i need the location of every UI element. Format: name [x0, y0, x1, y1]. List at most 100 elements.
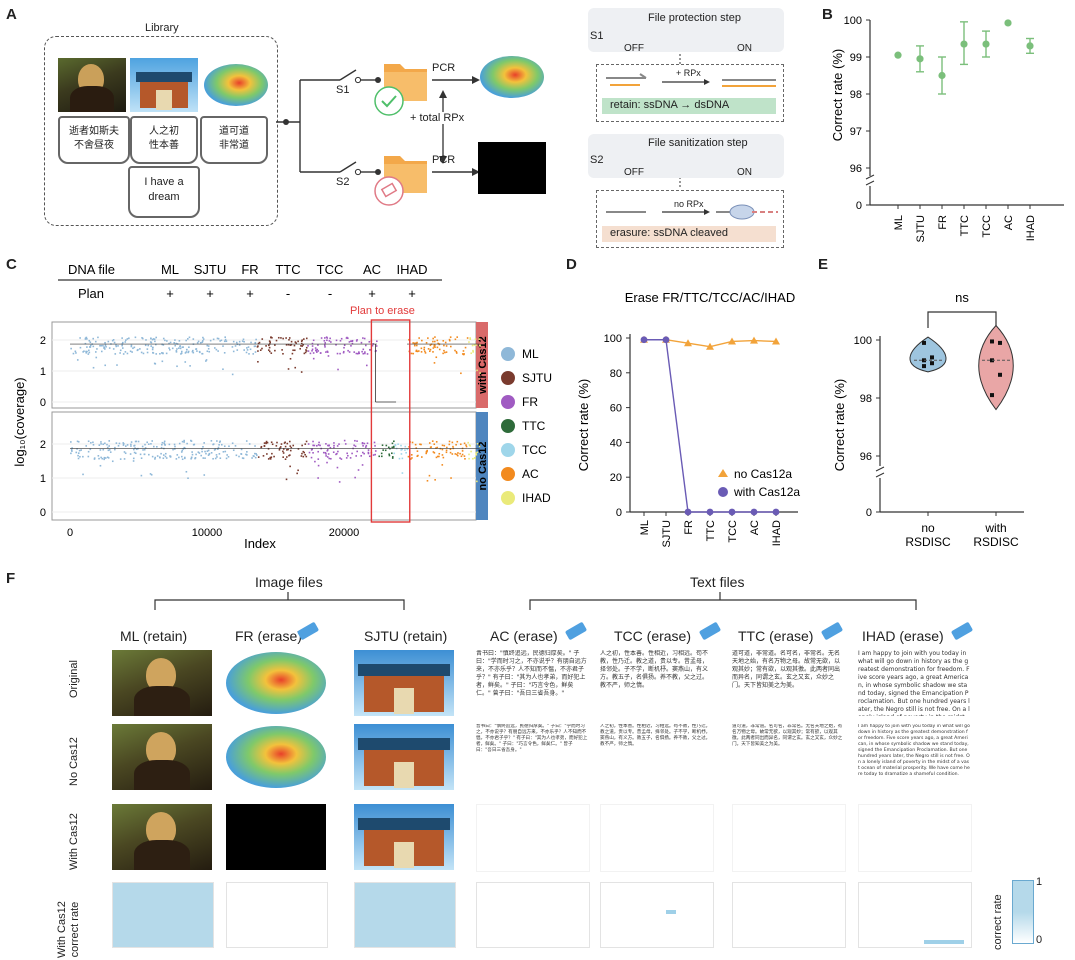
scatter-point	[381, 455, 383, 458]
text-thumb-text_tcc-row-0: 人之初，性本善。性相近，习相远。苟不教，性乃迁。教之道，贵以专。昔孟母，择邻处。…	[600, 650, 712, 716]
data-point	[982, 40, 990, 48]
scatter-point	[236, 349, 239, 351]
y-tick-label: 2	[40, 335, 46, 347]
scatter-point	[256, 454, 258, 456]
scatter-point	[148, 443, 150, 445]
scatter-point	[287, 343, 290, 346]
scatter-point	[436, 339, 439, 342]
scatter-point	[158, 456, 161, 459]
y-tick-label: 99	[850, 52, 862, 64]
scatter-point	[101, 457, 104, 460]
scatter-point	[273, 455, 275, 458]
panel-label-d: D	[566, 256, 577, 273]
scatter-point	[142, 449, 144, 451]
scatter-point	[210, 440, 213, 442]
scatter-point	[140, 457, 143, 459]
scatter-point	[191, 350, 194, 353]
scatter-point	[124, 452, 127, 455]
scatter-point	[100, 344, 102, 347]
scatter-point	[214, 457, 217, 460]
y-tick-label: 20	[610, 472, 622, 484]
scatter-point	[180, 455, 183, 458]
strip-bottom	[476, 412, 488, 520]
scatter-point	[434, 336, 436, 338]
scatter-point	[468, 444, 471, 446]
scatter-point	[291, 352, 294, 355]
scatter-point	[142, 352, 145, 355]
scatter-point	[336, 452, 338, 455]
scatter-point	[100, 456, 102, 459]
scatter-point	[456, 336, 459, 338]
scatter-point	[111, 339, 114, 342]
scatter-point	[168, 342, 170, 345]
text-thumb-text_ac-row-1: 晋书曰："慎终追远，民德归厚矣。" 子曰："学而时习之，不亦说乎？有朋自远方来，…	[476, 724, 588, 790]
protection-step-title: File protection step	[648, 12, 741, 24]
scatter-point	[204, 450, 206, 453]
scatter-point	[117, 345, 119, 347]
scatter-point	[114, 446, 116, 449]
scatter-point	[353, 351, 356, 353]
pcr-output-black	[478, 142, 546, 194]
scatter-point	[132, 457, 135, 460]
scatter-point	[213, 347, 216, 349]
text-thumb-text_ac-row-0: 晋书曰："慎终追远，民德归厚矣。" 子曰："学而时习之，不亦说乎？有朋自远方来，…	[476, 650, 588, 716]
scatter-point	[200, 454, 202, 457]
scatter-point	[70, 449, 73, 451]
x-tick-label: AC	[1003, 215, 1015, 230]
scatter-point	[325, 336, 328, 338]
scatter-point	[397, 443, 399, 446]
fr-image-erased	[226, 804, 326, 870]
scatter-point	[267, 458, 270, 460]
scatter-point	[222, 450, 225, 453]
scatter-point	[305, 349, 307, 351]
scatter-point	[184, 456, 186, 459]
legend-label: AC	[522, 467, 539, 481]
scatter-point	[356, 339, 358, 341]
scatter-point	[175, 350, 178, 352]
retain-label: retain: ssDNA → dsDNA	[610, 99, 730, 111]
scatter-point	[183, 441, 185, 443]
scatter-point	[248, 443, 251, 445]
scatter-point	[424, 350, 426, 353]
scatter-point	[257, 345, 259, 347]
col-ml: ML (retain)	[120, 628, 188, 644]
series-AC	[407, 336, 469, 375]
y-tick-label: 100	[854, 335, 872, 347]
data-point	[922, 340, 926, 345]
x-tick-label: SJTU	[661, 520, 673, 548]
y-axis-label: Correct rate (%)	[832, 379, 847, 471]
book-4: I have a dream	[128, 166, 200, 218]
scatter-point	[443, 444, 446, 447]
protection-step-box	[588, 8, 784, 52]
colorbar	[1012, 880, 1034, 944]
scatter-point	[301, 339, 303, 342]
scatter-point	[451, 453, 454, 455]
y-tick-label: 0	[40, 397, 46, 409]
scatter-point	[317, 350, 320, 352]
scatter-point	[218, 444, 220, 446]
scatter-point	[104, 341, 106, 344]
scatter-point	[227, 455, 230, 458]
y-tick-label: 80	[610, 368, 622, 380]
scatter-point	[270, 352, 273, 354]
scatter-point	[246, 349, 249, 351]
ml-image-row-2	[112, 804, 212, 870]
scatter-point	[441, 448, 444, 451]
scatter-point	[70, 441, 72, 443]
scatter-point	[391, 442, 394, 445]
scatter-point	[428, 442, 431, 444]
scatter-point	[191, 451, 193, 453]
scatter-point	[322, 451, 325, 454]
scatter-point	[148, 453, 150, 456]
scatter-point	[441, 464, 444, 466]
scatter-point	[133, 448, 135, 451]
scatter-point	[301, 452, 303, 455]
scatter-point	[325, 351, 327, 353]
scatter-point	[448, 443, 451, 446]
series-AC	[407, 440, 468, 482]
scatter-point	[394, 444, 397, 446]
scatter-point	[391, 446, 394, 449]
table-header-cell: TCC	[317, 262, 344, 277]
scatter-point	[176, 454, 179, 456]
